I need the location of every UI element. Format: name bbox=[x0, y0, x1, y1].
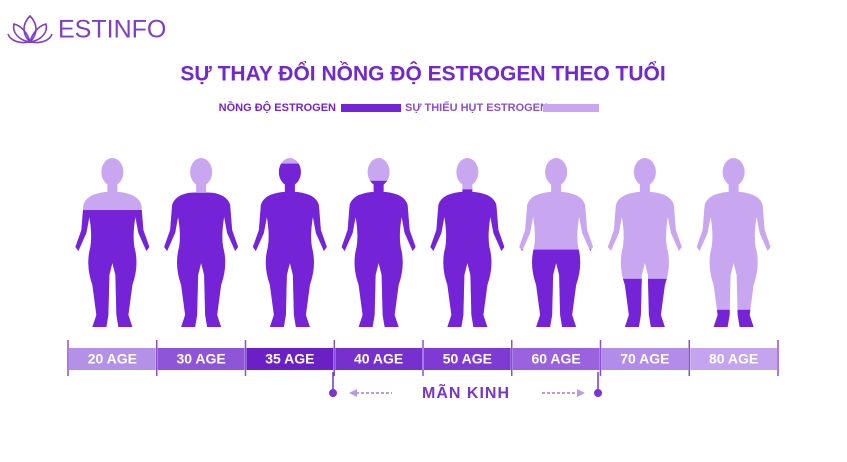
age-label: 50 AGE bbox=[443, 351, 492, 367]
figure-deficit bbox=[696, 158, 771, 327]
menopause-label: MÃN KINH bbox=[422, 382, 510, 402]
legend-swatch bbox=[543, 104, 599, 112]
figure-level bbox=[164, 192, 239, 327]
title: SỰ THAY ĐỔI NỒNG ĐỘ ESTROGEN THEO TUỔI bbox=[180, 62, 665, 86]
age-segment bbox=[335, 348, 422, 370]
figure-deficit bbox=[607, 158, 682, 327]
figure-level bbox=[252, 163, 327, 327]
figure bbox=[252, 158, 327, 327]
figure bbox=[696, 158, 771, 327]
figure-level bbox=[430, 189, 505, 327]
age-bar: 20 AGE 30 AGE 35 AGE 40 AGE 50 AGE 60 AGE 70 A… bbox=[67, 340, 779, 376]
age-label: 20 AGE bbox=[88, 351, 137, 367]
age-segment bbox=[157, 348, 245, 370]
age-segment bbox=[424, 348, 511, 370]
figures bbox=[75, 158, 771, 327]
age-label: 60 AGE bbox=[531, 351, 580, 367]
age-label: 70 AGE bbox=[620, 351, 669, 367]
menopause-span bbox=[329, 372, 602, 397]
logo-text: ESTINFO bbox=[58, 16, 166, 44]
legend: NỒNG ĐỘ ESTROGEN SỰ THIẾU HỤT ESTROGEN bbox=[219, 101, 599, 114]
figure bbox=[164, 158, 239, 327]
figure bbox=[607, 158, 682, 327]
age-label: 30 AGE bbox=[176, 351, 225, 367]
figure bbox=[341, 158, 416, 327]
age-segment bbox=[690, 348, 777, 370]
figure-level bbox=[341, 180, 416, 327]
logo-icon bbox=[7, 14, 53, 44]
age-segment bbox=[69, 348, 156, 370]
age-label: 80 AGE bbox=[709, 351, 758, 367]
age-segment bbox=[246, 348, 334, 370]
age-label: 40 AGE bbox=[354, 351, 403, 367]
figure bbox=[430, 158, 505, 327]
figure bbox=[75, 158, 150, 327]
legend-label: NỒNG ĐỘ ESTROGEN bbox=[219, 101, 336, 114]
figure-level bbox=[519, 249, 594, 327]
age-segment bbox=[601, 348, 689, 370]
figure-level bbox=[696, 309, 771, 327]
figure bbox=[519, 158, 594, 327]
figure-level bbox=[607, 278, 682, 327]
age-label: 35 AGE bbox=[265, 351, 314, 367]
figure-deficit bbox=[519, 158, 594, 327]
legend-label: SỰ THIẾU HỤT ESTROGEN bbox=[405, 101, 548, 114]
age-segment bbox=[512, 348, 600, 370]
legend-swatch bbox=[341, 104, 401, 112]
figure-level bbox=[75, 210, 150, 327]
